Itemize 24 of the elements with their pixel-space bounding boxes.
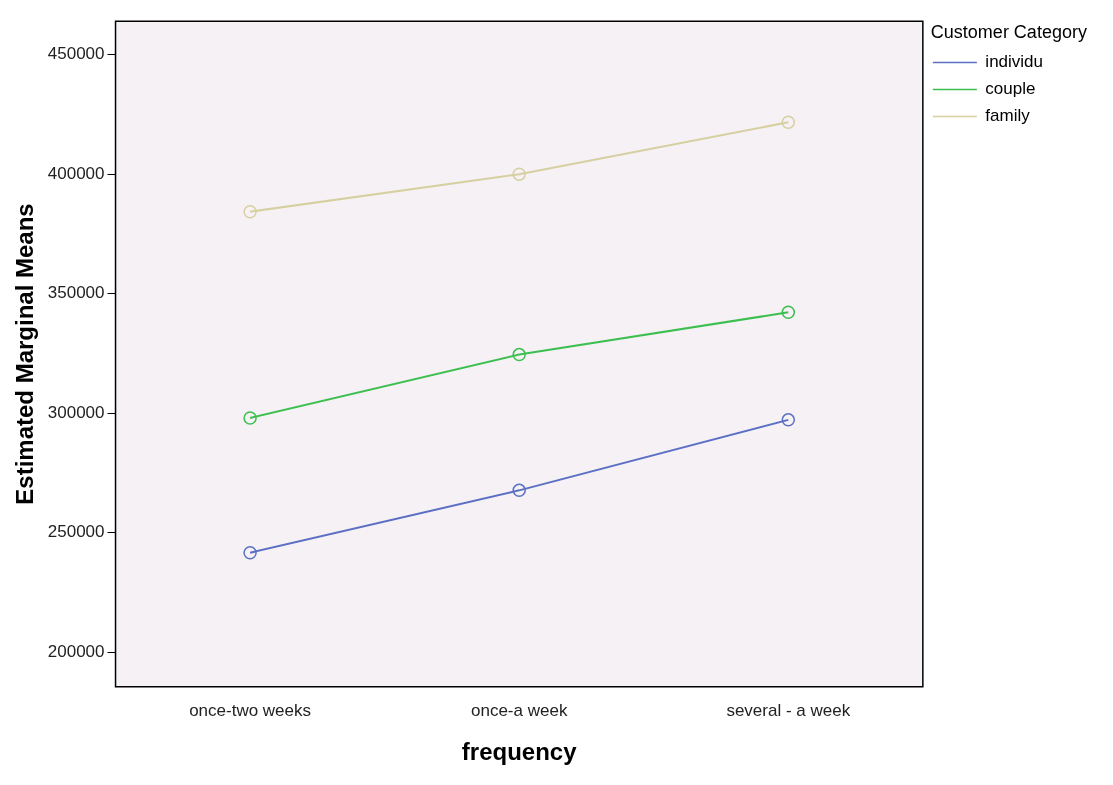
- y-tick-label: 450000: [47, 44, 105, 64]
- x-tick-label: once-a week: [470, 700, 568, 720]
- point: [243, 411, 257, 425]
- point: [781, 115, 796, 130]
- legend-label: family: [985, 106, 1031, 126]
- x-tick-label: once-two weeks: [189, 700, 312, 720]
- point: [512, 483, 526, 498]
- point: [512, 167, 526, 181]
- y-tick-label: 200000: [47, 641, 105, 661]
- y-tick-label: 250000: [47, 522, 105, 542]
- y-tick-label: 400000: [47, 163, 105, 183]
- point: [781, 305, 796, 320]
- y-tick-label: 350000: [47, 283, 105, 303]
- point: [781, 413, 796, 427]
- legend-title: Customer Category: [930, 21, 1087, 42]
- x-axis-title: frequency: [461, 738, 578, 766]
- legend-label: couple: [985, 79, 1036, 99]
- point: [243, 204, 257, 219]
- y-tick-label: 300000: [47, 402, 105, 422]
- point: [243, 545, 257, 560]
- x-tick-label: several - a week: [726, 700, 851, 720]
- legend-label: individu: [985, 52, 1044, 72]
- point: [512, 347, 526, 362]
- y-axis-title: Estimated Marginal Means: [11, 203, 39, 505]
